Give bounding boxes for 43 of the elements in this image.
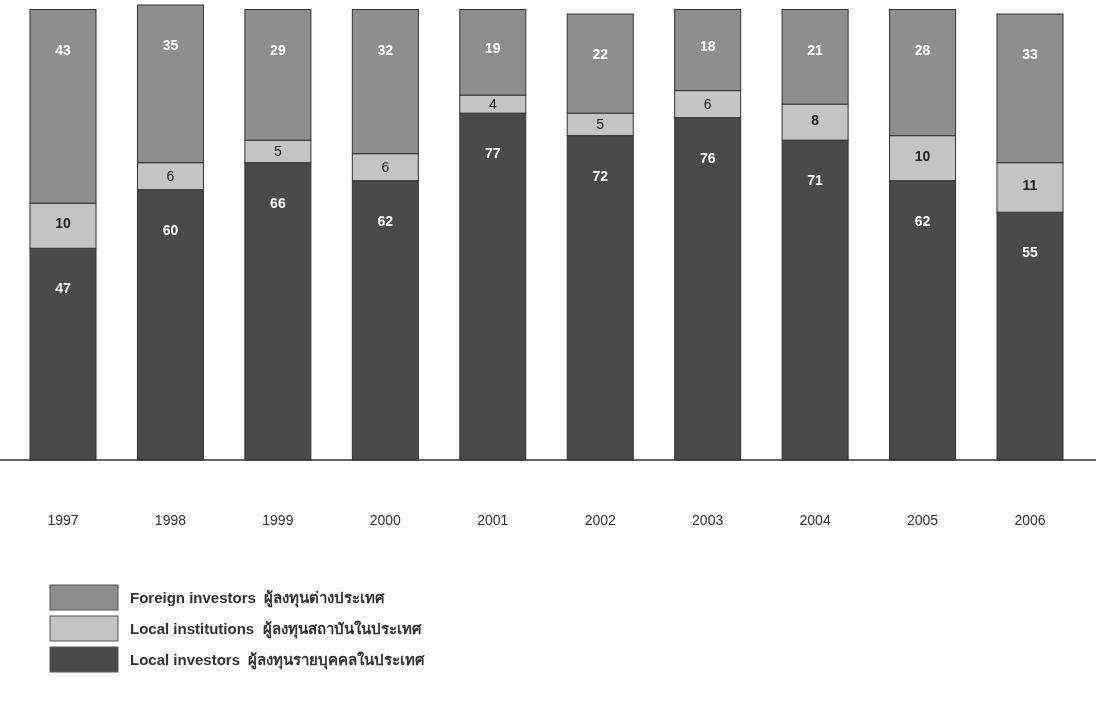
x-tick-label: 1997 (47, 512, 79, 528)
data-label: 32 (377, 41, 394, 58)
data-label: 4 (488, 96, 497, 113)
legend-label: Local institutions ผู้ลงทุนสถาบันในประเทศ (130, 620, 422, 639)
data-label: 8 (811, 112, 820, 129)
x-tick-label: 2006 (1014, 512, 1046, 528)
legend-label: Foreign investors ผู้ลงทุนต่างประเทศ (130, 589, 386, 608)
legend-label: Local investors ผู้ลงทุนรายบุคคลในประเทศ (130, 651, 426, 670)
data-label: 28 (914, 41, 931, 58)
x-tick-label: 2001 (477, 512, 509, 528)
x-tick-label: 2005 (906, 512, 939, 528)
data-label: 22 (592, 46, 609, 63)
data-label: 77 (484, 145, 501, 162)
data-label: 10 (55, 215, 71, 232)
data-label: 35 (162, 37, 179, 53)
data-label: 55 (1022, 244, 1038, 261)
x-tick-label: 2000 (369, 512, 402, 528)
data-label: 76 (699, 149, 716, 166)
data-label: 47 (55, 280, 71, 297)
x-tick-label: 2003 (692, 512, 724, 528)
data-label: 6 (381, 159, 390, 176)
data-label: 18 (699, 38, 716, 54)
data-label: 6 (703, 96, 712, 113)
x-tick-label: 2002 (584, 512, 616, 528)
data-label: 62 (914, 212, 931, 229)
data-label: 60 (162, 221, 179, 238)
data-label: 72 (592, 167, 609, 184)
data-label: 5 (596, 116, 605, 133)
data-label: 71 (807, 172, 824, 189)
data-label: 19 (484, 40, 501, 57)
data-label: 29 (270, 41, 286, 58)
data-label: 5 (273, 143, 282, 160)
data-label: 10 (914, 147, 931, 164)
x-tick-label: 1998 (154, 512, 187, 528)
data-label: 21 (807, 41, 824, 58)
data-label: 11 (1022, 176, 1038, 193)
x-tick-label: 2004 (799, 512, 831, 528)
data-label: 43 (55, 41, 71, 58)
data-label: 66 (270, 194, 286, 211)
data-label: 6 (166, 168, 175, 185)
data-label: 33 (1022, 46, 1038, 63)
x-tick-label: 1999 (262, 512, 294, 528)
data-label: 62 (377, 212, 394, 229)
